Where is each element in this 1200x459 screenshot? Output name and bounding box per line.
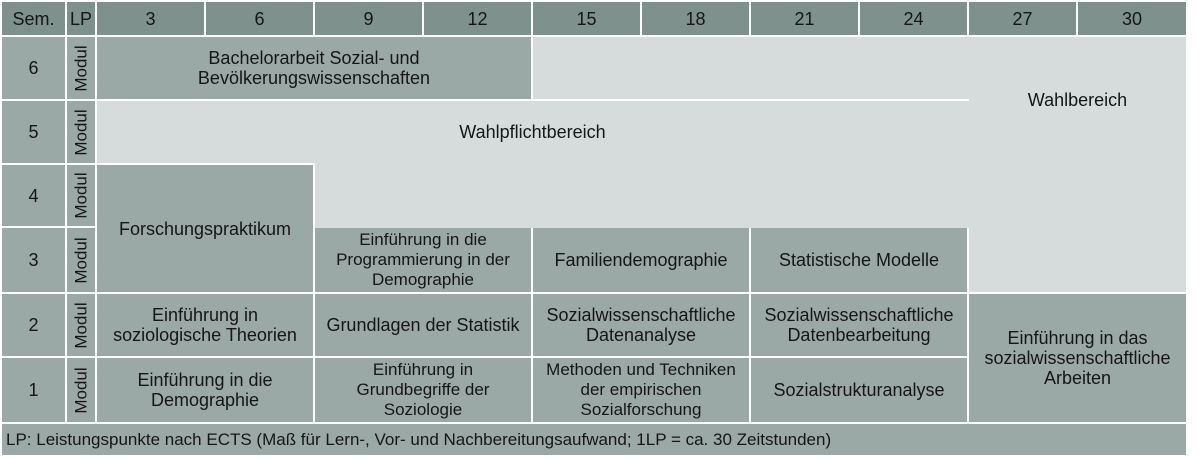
wahlpflichtbereich-module: Wahlpflichtbereich [459,122,606,142]
elective-area-sem3 [969,228,1186,292]
soziologische-theorien-module: Einführung in soziologische Theorien [97,294,313,356]
wahlpflichtbereich-area-sem4 [315,163,1186,228]
modul-label-6: Modul [67,37,95,99]
header-col-21: 21 [751,2,858,35]
programmierung-module: Einführung in die Programmierung in der … [315,228,531,292]
header-col-9: 9 [315,2,422,35]
semester-5: 5 [2,101,65,163]
header-col-30: 30 [1078,2,1186,35]
wissenschaftliches-arbeiten-module: Einführung in das sozialwissenschaftlich… [969,294,1186,422]
header-col-18: 18 [642,2,749,35]
semester-1: 1 [2,358,65,422]
header-col-6: 6 [206,2,313,35]
bachelorarbeit-module: Bachelorarbeit Sozial- und Bevölkerungsw… [97,37,531,99]
semester-3: 3 [2,228,65,292]
semester-2: 2 [2,294,65,356]
statistik-module: Grundlagen der Statistik [315,294,531,356]
modul-label-5: Modul [67,101,95,163]
familiendemographie-module: Familiendemographie [533,228,749,292]
semester-6: 6 [2,37,65,99]
demographie-module: Einführung in die Demographie [97,358,313,422]
modul-label-3: Modul [67,228,95,292]
datenbearbeitung-module: Sozialwissenschaftliche Datenbearbeitung [751,294,967,356]
header-lp: LP [67,2,95,35]
grundbegriffe-module: Einführung in Grundbegriffe der Soziolog… [315,358,531,422]
forschungspraktikum-module: Forschungspraktikum [97,165,313,292]
header-col-15: 15 [533,2,640,35]
footer-legend: LP: Leistungspunkte nach ECTS (Maß für L… [2,424,1186,455]
header-col-12: 12 [424,2,531,35]
header-col-27: 27 [969,2,1076,35]
datenanalyse-module: Sozialwissenschaftliche Datenanalyse [533,294,749,356]
wahlbereich-module: Wahlbereich [969,37,1186,163]
modul-label-4: Modul [67,165,95,226]
modul-label-1: Modul [67,358,95,422]
header-semester: Sem. [2,2,65,35]
modul-label-2: Modul [67,294,95,356]
sozialstrukturanalyse-module: Sozialstrukturanalyse [751,358,967,422]
header-col-3: 3 [97,2,204,35]
methoden-module: Methoden und Techniken der empirischen S… [533,358,749,422]
semester-4: 4 [2,165,65,226]
statistische-modelle-module: Statistische Modelle [751,228,967,292]
header-col-24: 24 [860,2,967,35]
